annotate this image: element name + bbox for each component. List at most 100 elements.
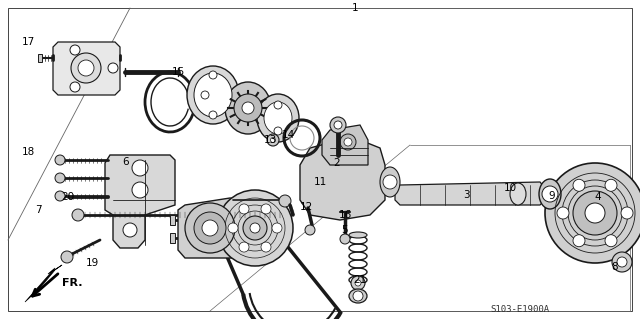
Text: 12: 12	[300, 202, 312, 212]
Circle shape	[344, 138, 352, 146]
Text: S103-E1900A: S103-E1900A	[490, 305, 549, 314]
Circle shape	[201, 91, 209, 99]
Circle shape	[243, 216, 267, 240]
Polygon shape	[105, 155, 175, 248]
Polygon shape	[170, 215, 175, 225]
Circle shape	[621, 207, 633, 219]
Circle shape	[585, 203, 605, 223]
Circle shape	[330, 117, 346, 133]
Circle shape	[261, 204, 271, 214]
Circle shape	[72, 209, 84, 221]
Circle shape	[239, 204, 249, 214]
Ellipse shape	[187, 66, 239, 124]
Circle shape	[334, 121, 342, 129]
Circle shape	[234, 94, 262, 122]
Polygon shape	[38, 54, 42, 62]
Text: 4: 4	[595, 192, 602, 202]
Circle shape	[605, 235, 617, 247]
Circle shape	[202, 220, 218, 236]
Ellipse shape	[380, 167, 400, 197]
Circle shape	[228, 223, 238, 233]
Polygon shape	[395, 182, 545, 205]
Circle shape	[71, 53, 101, 83]
Text: 8: 8	[612, 262, 618, 272]
Circle shape	[355, 280, 361, 286]
Circle shape	[194, 212, 226, 244]
Polygon shape	[53, 42, 120, 95]
Circle shape	[217, 190, 293, 266]
Circle shape	[274, 127, 282, 135]
Circle shape	[132, 160, 148, 176]
Polygon shape	[178, 198, 248, 258]
Circle shape	[70, 45, 80, 55]
Polygon shape	[300, 140, 385, 220]
Circle shape	[55, 191, 65, 201]
Circle shape	[274, 101, 282, 109]
Circle shape	[272, 223, 282, 233]
Circle shape	[239, 242, 249, 252]
Circle shape	[605, 179, 617, 191]
Polygon shape	[170, 233, 175, 243]
Circle shape	[545, 163, 640, 263]
Circle shape	[340, 134, 356, 150]
Circle shape	[542, 186, 558, 202]
Ellipse shape	[510, 183, 526, 205]
Circle shape	[305, 225, 315, 235]
Circle shape	[612, 252, 632, 272]
Circle shape	[353, 291, 363, 301]
Circle shape	[573, 179, 585, 191]
Text: 3: 3	[463, 190, 469, 200]
Ellipse shape	[349, 232, 367, 238]
Ellipse shape	[539, 179, 561, 209]
Text: 21: 21	[353, 275, 367, 285]
Circle shape	[55, 173, 65, 183]
Circle shape	[340, 234, 350, 244]
Text: 17: 17	[21, 37, 35, 47]
Ellipse shape	[257, 94, 299, 142]
Text: 9: 9	[548, 191, 556, 201]
Circle shape	[573, 191, 617, 235]
Ellipse shape	[349, 289, 367, 303]
Text: 1: 1	[352, 3, 358, 13]
Polygon shape	[322, 125, 368, 165]
Text: 2: 2	[333, 158, 340, 168]
Circle shape	[185, 203, 235, 253]
Circle shape	[557, 207, 569, 219]
Circle shape	[573, 235, 585, 247]
Circle shape	[351, 276, 365, 290]
Text: 6: 6	[123, 157, 129, 167]
Text: 16: 16	[339, 210, 351, 220]
Circle shape	[132, 182, 148, 198]
Text: 20: 20	[61, 192, 75, 202]
Text: 10: 10	[504, 183, 516, 193]
Ellipse shape	[225, 82, 271, 134]
Ellipse shape	[194, 73, 232, 117]
Text: 14: 14	[282, 130, 294, 140]
Circle shape	[61, 251, 73, 263]
Circle shape	[209, 111, 217, 119]
Polygon shape	[25, 265, 62, 302]
Circle shape	[78, 60, 94, 76]
Circle shape	[242, 102, 254, 114]
Text: 7: 7	[35, 205, 42, 215]
Circle shape	[617, 257, 627, 267]
Text: FR.: FR.	[62, 278, 83, 288]
Circle shape	[108, 63, 118, 73]
Circle shape	[279, 195, 291, 207]
Circle shape	[250, 223, 260, 233]
Ellipse shape	[264, 102, 292, 134]
Circle shape	[271, 137, 275, 143]
Text: 5: 5	[340, 225, 348, 235]
Circle shape	[261, 242, 271, 252]
Circle shape	[55, 155, 65, 165]
Circle shape	[209, 71, 217, 79]
Circle shape	[70, 82, 80, 92]
Text: 11: 11	[314, 177, 326, 187]
Circle shape	[383, 175, 397, 189]
Circle shape	[123, 223, 137, 237]
Text: 13: 13	[264, 135, 276, 145]
Circle shape	[267, 134, 279, 146]
Text: 15: 15	[172, 67, 184, 77]
Text: 19: 19	[85, 258, 99, 268]
Text: 18: 18	[21, 147, 35, 157]
